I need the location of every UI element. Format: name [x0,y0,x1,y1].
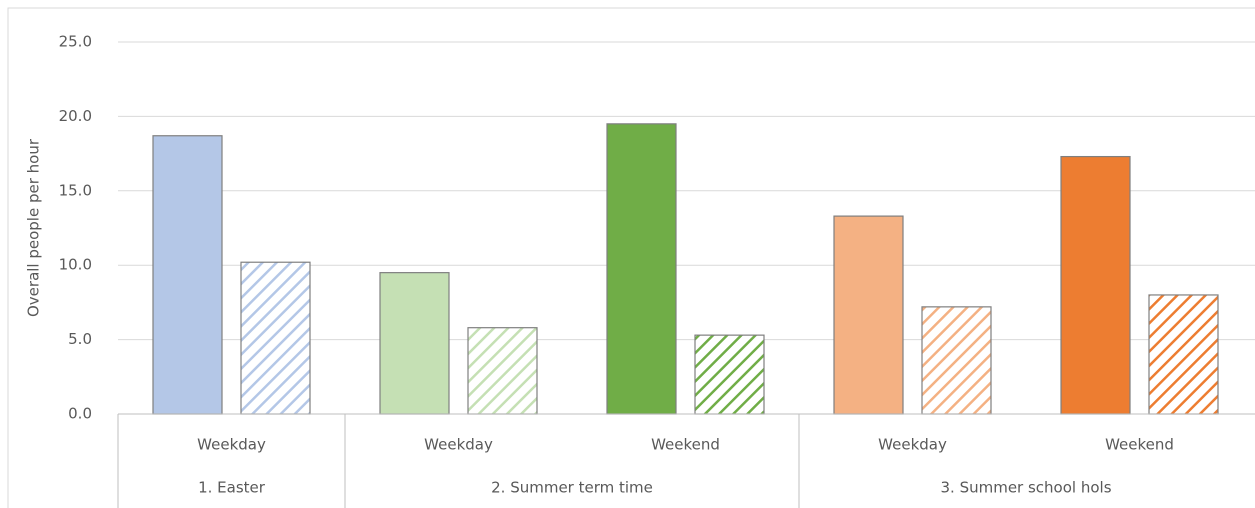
bar [833,215,904,415]
bar [152,135,223,415]
bar [694,334,765,415]
y-tick-label: 5.0 [68,330,92,348]
x-tick-label: Weekday [197,436,266,454]
bar [1148,294,1219,415]
y-tick-label: 20.0 [59,107,92,125]
bar [606,123,677,415]
x-tick-label: Weekend [651,436,720,454]
y-tick-label: 0.0 [68,405,92,423]
x-tick-label: Weekday [424,436,493,454]
bar [1060,155,1131,415]
group-label: 3. Summer school hols [940,479,1111,497]
y-tick-label: 10.0 [59,256,92,274]
x-tick-label: Weekend [1105,436,1174,454]
bar [379,272,450,415]
bar [467,327,538,415]
y-tick-label: 25.0 [59,33,92,51]
group-label: 1. Easter [198,479,266,497]
bar [921,306,992,415]
x-tick-label: Weekday [878,436,947,454]
y-tick-label: 15.0 [59,181,92,199]
y-axis-label: Overall people per hour [25,138,43,317]
group-label: 2. Summer term time [491,479,653,497]
bar [240,261,311,415]
